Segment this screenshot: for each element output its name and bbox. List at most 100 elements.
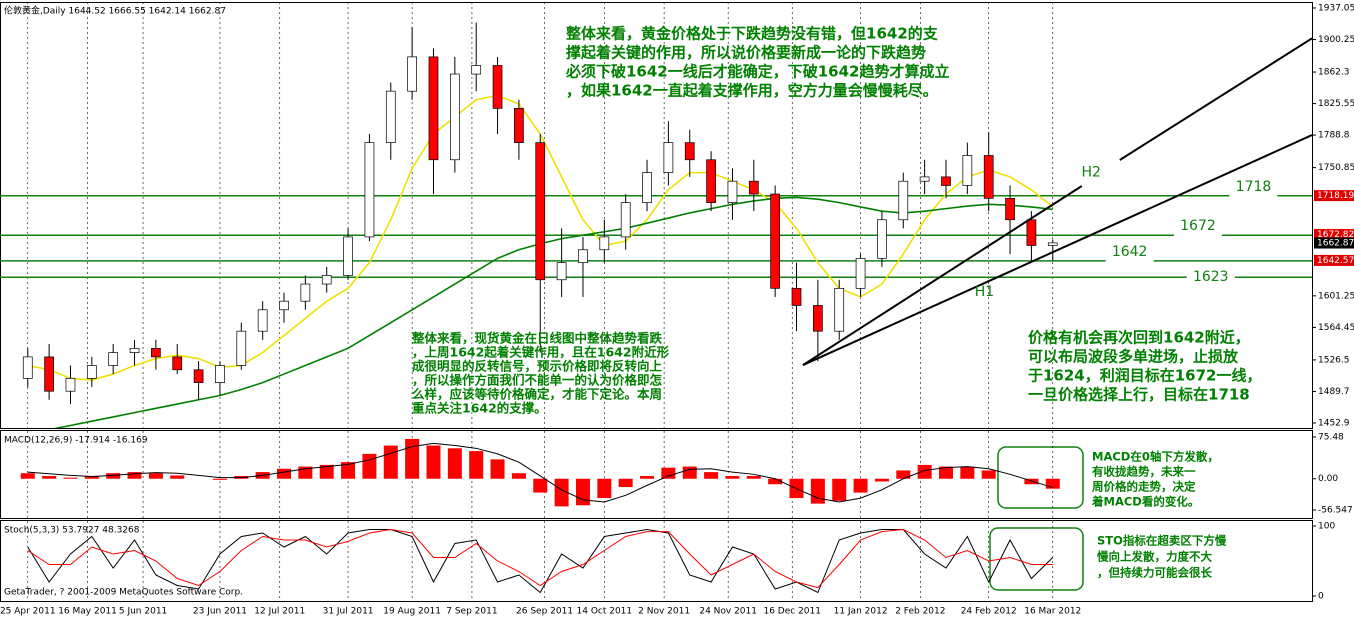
macd-bar (618, 478, 633, 488)
price-marker (1314, 228, 1354, 240)
macd-bar (84, 475, 99, 479)
stoch-line (27, 528, 1053, 589)
annotation-text: 一旦价格选择上行，目标在1718 (1028, 386, 1250, 404)
annotation-text: 必须下破1642一线后才能确定，下破1642趋势才算成立 (565, 63, 950, 81)
macd-bar (63, 477, 78, 479)
annotation-text: 周价格的走势，决定 (1092, 480, 1196, 494)
macd-bar (874, 478, 889, 482)
candle-body (983, 155, 994, 199)
candle-body (535, 142, 546, 281)
y-tick-label: 1862.3 (1318, 68, 1350, 78)
macd-bar (554, 478, 569, 507)
macd-bar (746, 475, 761, 479)
x-tick-label: 16 Dec 2011 (763, 607, 821, 617)
price-marker-label: 1642.57 (1317, 256, 1354, 266)
annotation-text: 重点关注1642的支撑。 (412, 401, 547, 416)
price-marker-label: 1662.87 (1317, 239, 1354, 249)
x-tick-label: 11 Jan 2012 (834, 607, 888, 617)
candle-body (684, 142, 695, 161)
level-label: 1642 (1112, 244, 1148, 260)
candle-body (941, 176, 951, 186)
x-tick-label: 24 Feb 2012 (961, 607, 1017, 617)
moving-average (27, 94, 1054, 381)
stoch-highlight-box (989, 527, 1084, 591)
macd-bar (447, 448, 462, 479)
macd-highlight-box (997, 446, 1084, 509)
annotation-text: ，如果1642一直起着支撑作用，空方力量会慢慢耗尽。 (566, 82, 938, 100)
macd-bar (853, 478, 868, 493)
x-tick-label: 19 Aug 2011 (383, 607, 441, 617)
macd-bar (469, 451, 484, 479)
candle-body (300, 283, 311, 302)
macd-bar (319, 464, 334, 479)
candle-body (492, 65, 503, 109)
candle-body (1005, 197, 1015, 221)
y-tick-label: 1564.45 (1318, 323, 1354, 333)
candle-body (108, 352, 119, 366)
trendline (802, 185, 1083, 366)
level-label: 1623 (1193, 269, 1229, 285)
level-label-bg (1173, 227, 1222, 244)
x-tick-label: 5 Jun 2011 (119, 607, 167, 617)
x-tick-label: 7 Sep 2011 (446, 607, 497, 617)
y-tick-label: 1825.55 (1318, 99, 1354, 109)
macd-bar (682, 466, 697, 479)
y-tick-label: 100 (1318, 521, 1335, 531)
annotation-text: 整体来看，黄金价格处于下跌趋势没有错，但1642的支 (566, 25, 939, 43)
candle-body (1026, 219, 1037, 246)
macd-bar (20, 473, 35, 479)
macd-bar (426, 445, 441, 479)
panel-title: MACD(12,26,9) -17.914 -16.169 (4, 436, 148, 446)
price-marker (1314, 237, 1354, 249)
level-label-bg (1229, 187, 1278, 204)
annotation-text: ，所以操作方面我们不能单一的认为价格即怎 (412, 373, 663, 388)
candle-body (855, 257, 866, 289)
macd-bar (277, 468, 292, 479)
macd-bar (981, 470, 996, 479)
candle-body (44, 356, 54, 392)
stoch-panel (0, 520, 1313, 602)
annotation-text: ，但持续力可能会很长 (1097, 566, 1212, 580)
macd-bar (938, 466, 953, 479)
x-tick-label: 26 Sep 2011 (516, 607, 573, 617)
macd-bar (640, 475, 655, 479)
annotation-text: 整体来看，现货黄金在日线图中整体趋势看跌 (412, 331, 663, 346)
candle-body (129, 347, 140, 353)
macd-bar (511, 473, 526, 479)
candle-body (321, 275, 332, 285)
level-label: 1718 (1236, 179, 1272, 195)
annotation-text: 有收拢趋势，未来一 (1092, 465, 1196, 479)
candle-body (236, 330, 247, 366)
annotation-text: STO指标在超卖区下方慢 (1097, 534, 1227, 548)
copyright: GetaTrader, ? 2001-2009 MetaQuotes Softw… (4, 588, 243, 598)
candle-body (279, 300, 289, 311)
y-tick-label: 1937.05 (1318, 4, 1354, 14)
x-tick-label: 24 Nov 2011 (699, 607, 757, 617)
candle-body (770, 193, 781, 289)
macd-bar (362, 453, 377, 479)
annotation-text: 慢向上发散，力度不大 (1097, 550, 1212, 564)
candle-body (813, 305, 823, 332)
price-marker-label: 1672.82 (1317, 230, 1354, 240)
macd-bar (1024, 478, 1039, 485)
annotation-label: H1 (975, 284, 994, 300)
candle-body (428, 56, 439, 161)
macd-bar (960, 466, 975, 479)
annotation-text: 成很明显的反转信号，预示价格即将反转向上 (412, 359, 663, 374)
macd-bar (148, 473, 163, 479)
candle-body (407, 56, 417, 92)
macd-bar (896, 470, 911, 479)
macd-bar (575, 478, 590, 506)
y-tick-label: 1900.25 (1318, 35, 1354, 45)
candle-body (706, 159, 716, 203)
macd-bar (170, 475, 185, 479)
y-tick-label: 0.00 (1318, 474, 1338, 484)
candle-body (364, 142, 375, 238)
annotation-text: 价格有机会再次回到1642附近， (1028, 329, 1250, 347)
trendline (802, 134, 1312, 366)
candle-body (22, 356, 33, 379)
candle-body (727, 180, 738, 203)
candle-body (834, 287, 845, 332)
candle-body (599, 236, 610, 251)
macd-bar (42, 475, 57, 479)
